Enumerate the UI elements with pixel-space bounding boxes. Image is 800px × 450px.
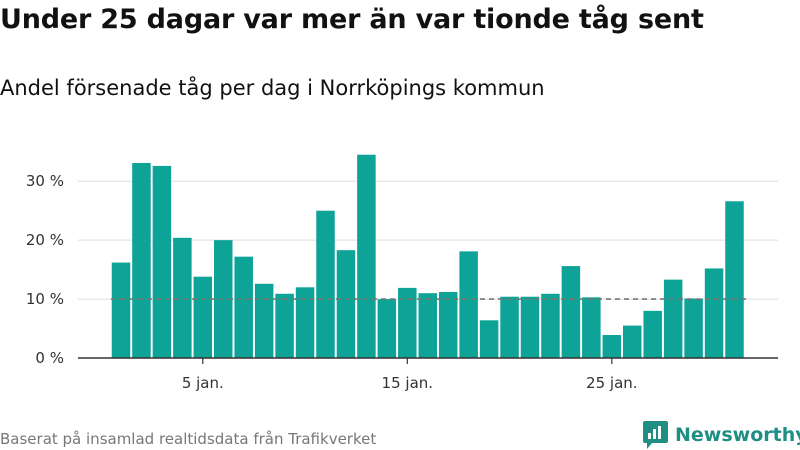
bar [663, 279, 683, 358]
x-tick-label: 25 jan. [586, 374, 638, 392]
bar [438, 292, 458, 358]
bar [193, 276, 213, 358]
bar [111, 262, 131, 358]
brand-name: Newsworthy [675, 424, 800, 446]
bars [111, 154, 744, 358]
chart-subtitle: Andel försenade tåg per dag i Norrköping… [0, 76, 545, 100]
brand: Newsworthy [643, 420, 800, 450]
bar [234, 256, 253, 358]
bar [152, 165, 172, 358]
y-tick-label: 10 % [26, 290, 64, 308]
y-tick-label: 0 % [35, 349, 64, 367]
bar [561, 266, 581, 358]
bar [704, 268, 724, 358]
bar [173, 237, 192, 358]
bar [500, 296, 519, 358]
bar [377, 299, 397, 358]
bar [275, 293, 294, 358]
y-tick-label: 20 % [26, 231, 64, 249]
bar [316, 210, 335, 358]
bar [459, 251, 478, 358]
bar [623, 325, 642, 358]
chart-title: Under 25 dagar var mer än var tionde tåg… [0, 4, 704, 35]
bar [479, 320, 499, 358]
newsworthy-logo-icon [643, 421, 668, 449]
axes: 0 % 10 % 20 % 30 % 5 jan. 15 jan. 25 jan. [26, 172, 778, 392]
source-note: Baserat på insamlad realtidsdata från Tr… [0, 430, 377, 448]
bar [582, 297, 601, 358]
bar [643, 310, 662, 358]
bar [336, 250, 356, 358]
bar [132, 162, 151, 358]
bar [520, 296, 540, 358]
bar [602, 335, 622, 358]
bar [684, 298, 703, 358]
bar [254, 283, 274, 358]
y-tick-label: 30 % [26, 172, 64, 190]
bar [398, 287, 417, 358]
bar [418, 293, 437, 358]
bar [541, 293, 560, 358]
bar [725, 201, 744, 358]
bar [295, 287, 315, 358]
bar [357, 154, 376, 358]
x-tick-label: 5 jan. [182, 374, 224, 392]
x-tick-label: 15 jan. [382, 374, 434, 392]
